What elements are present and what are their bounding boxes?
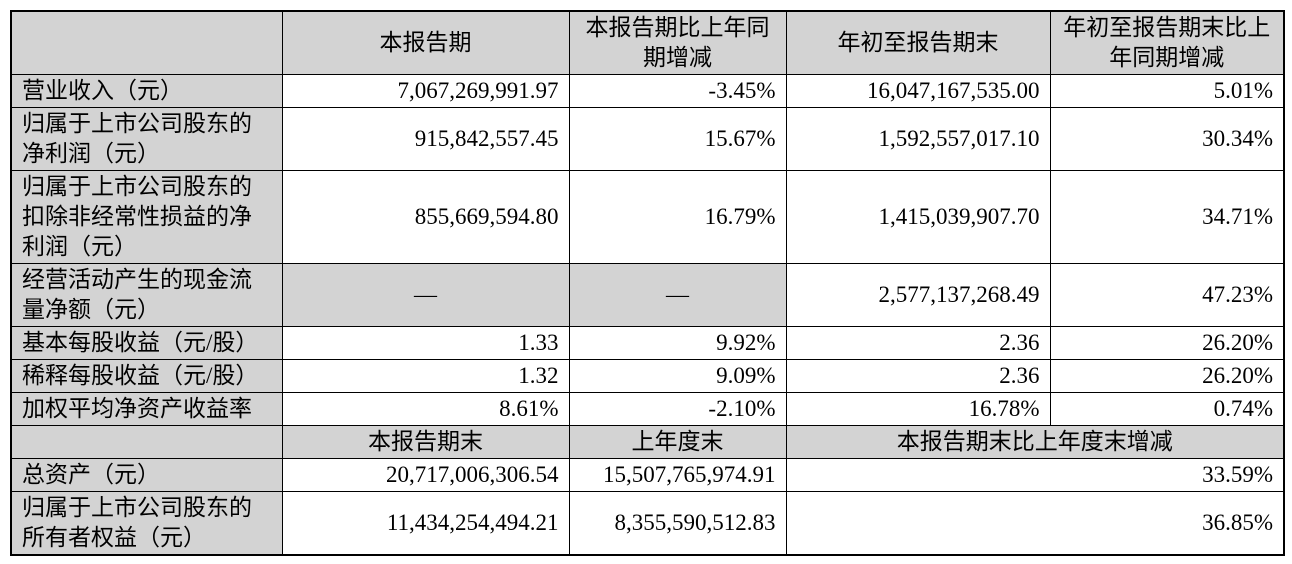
- metric-yoy-change: 9.09%: [568, 359, 787, 393]
- metric-yoy-change: 9.92%: [568, 326, 787, 360]
- row-total-assets: 总资产（元） 20,717,006,306.54 15,507,765,974.…: [10, 458, 1285, 492]
- metric-ytd-yoy-change: 30.34%: [1049, 107, 1285, 171]
- metric-ytd-yoy-change: 26.20%: [1049, 359, 1285, 393]
- metric-current-period: 1.32: [281, 359, 570, 393]
- metric-ytd: 2.36: [785, 359, 1051, 393]
- header-cell-current-period: 本报告期: [281, 10, 570, 75]
- metric-label: 稀释每股收益（元/股）: [10, 359, 283, 393]
- metric-change: 36.85%: [785, 491, 1285, 556]
- metric-current-period: 855,669,594.80: [281, 170, 570, 264]
- metric-yoy-change: -3.45%: [568, 74, 787, 108]
- header-cell-end-of-period: 本报告期末: [281, 425, 570, 459]
- row-net-profit-attributable: 归属于上市公司股东的净利润（元） 915,842,557.45 15.67% 1…: [10, 107, 1285, 171]
- row-equity-attributable: 归属于上市公司股东的所有者权益（元） 11,434,254,494.21 8,3…: [10, 491, 1285, 556]
- metric-yoy-change: -2.10%: [568, 392, 787, 426]
- metric-ytd: 16.78%: [785, 392, 1051, 426]
- financial-summary-table: 本报告期 本报告期比上年同期增减 年初至报告期末 年初至报告期末比上年同期增减 …: [10, 10, 1285, 556]
- metric-label: 归属于上市公司股东的扣除非经常性损益的净利润（元）: [10, 170, 283, 264]
- header-cell-period-vs-last-year: 本报告期末比上年度末增减: [785, 425, 1285, 459]
- row-weighted-average-roe: 加权平均净资产收益率 8.61% -2.10% 16.78% 0.74%: [10, 392, 1285, 426]
- metric-label: 总资产（元）: [10, 458, 283, 492]
- metric-current-period: 8.61%: [281, 392, 570, 426]
- metric-current-period: 7,067,269,991.97: [281, 74, 570, 108]
- row-basic-eps: 基本每股收益（元/股） 1.33 9.92% 2.36 26.20%: [10, 326, 1285, 360]
- metric-ytd-yoy-change: 47.23%: [1049, 263, 1285, 327]
- metric-end-of-last-year: 15,507,765,974.91: [568, 458, 787, 492]
- metric-ytd-yoy-change: 0.74%: [1049, 392, 1285, 426]
- metric-end-of-period: 11,434,254,494.21: [281, 491, 570, 556]
- metric-change: 33.59%: [785, 458, 1285, 492]
- metric-label: 加权平均净资产收益率: [10, 392, 283, 426]
- metric-end-of-last-year: 8,355,590,512.83: [568, 491, 787, 556]
- metric-yoy-change: 15.67%: [568, 107, 787, 171]
- metric-ytd: 16,047,167,535.00: [785, 74, 1051, 108]
- row-operating-revenue: 营业收入（元） 7,067,269,991.97 -3.45% 16,047,1…: [10, 74, 1285, 108]
- metric-ytd: 1,592,557,017.10: [785, 107, 1051, 171]
- metric-ytd: 2,577,137,268.49: [785, 263, 1051, 327]
- metric-ytd: 1,415,039,907.70: [785, 170, 1051, 264]
- metric-label: 归属于上市公司股东的所有者权益（元）: [10, 491, 283, 556]
- metric-label: 经营活动产生的现金流量净额（元）: [10, 263, 283, 327]
- header-cell-blank-2: [10, 425, 283, 459]
- metric-label: 营业收入（元）: [10, 74, 283, 108]
- metric-current-period-dash: —: [281, 263, 570, 327]
- metric-yoy-change-dash: —: [568, 263, 787, 327]
- metric-ytd: 2.36: [785, 326, 1051, 360]
- row-net-profit-excl-nonrecurring: 归属于上市公司股东的扣除非经常性损益的净利润（元） 855,669,594.80…: [10, 170, 1285, 264]
- metric-ytd-yoy-change: 26.20%: [1049, 326, 1285, 360]
- row-diluted-eps: 稀释每股收益（元/股） 1.32 9.09% 2.36 26.20%: [10, 359, 1285, 393]
- header-cell-end-of-last-year: 上年度末: [568, 425, 787, 459]
- metric-label: 基本每股收益（元/股）: [10, 326, 283, 360]
- header-cell-blank: [10, 10, 283, 75]
- metric-end-of-period: 20,717,006,306.54: [281, 458, 570, 492]
- metric-label: 归属于上市公司股东的净利润（元）: [10, 107, 283, 171]
- header-row-period: 本报告期 本报告期比上年同期增减 年初至报告期末 年初至报告期末比上年同期增减: [10, 10, 1285, 75]
- header-row-balance: 本报告期末 上年度末 本报告期末比上年度末增减: [10, 425, 1285, 459]
- metric-yoy-change: 16.79%: [568, 170, 787, 264]
- header-cell-ytd-yoy-change: 年初至报告期末比上年同期增减: [1049, 10, 1285, 75]
- row-operating-cash-flow: 经营活动产生的现金流量净额（元） — — 2,577,137,268.49 47…: [10, 263, 1285, 327]
- header-cell-ytd: 年初至报告期末: [785, 10, 1051, 75]
- metric-ytd-yoy-change: 5.01%: [1049, 74, 1285, 108]
- metric-ytd-yoy-change: 34.71%: [1049, 170, 1285, 264]
- header-cell-yoy-change: 本报告期比上年同期增减: [568, 10, 787, 75]
- metric-current-period: 915,842,557.45: [281, 107, 570, 171]
- metric-current-period: 1.33: [281, 326, 570, 360]
